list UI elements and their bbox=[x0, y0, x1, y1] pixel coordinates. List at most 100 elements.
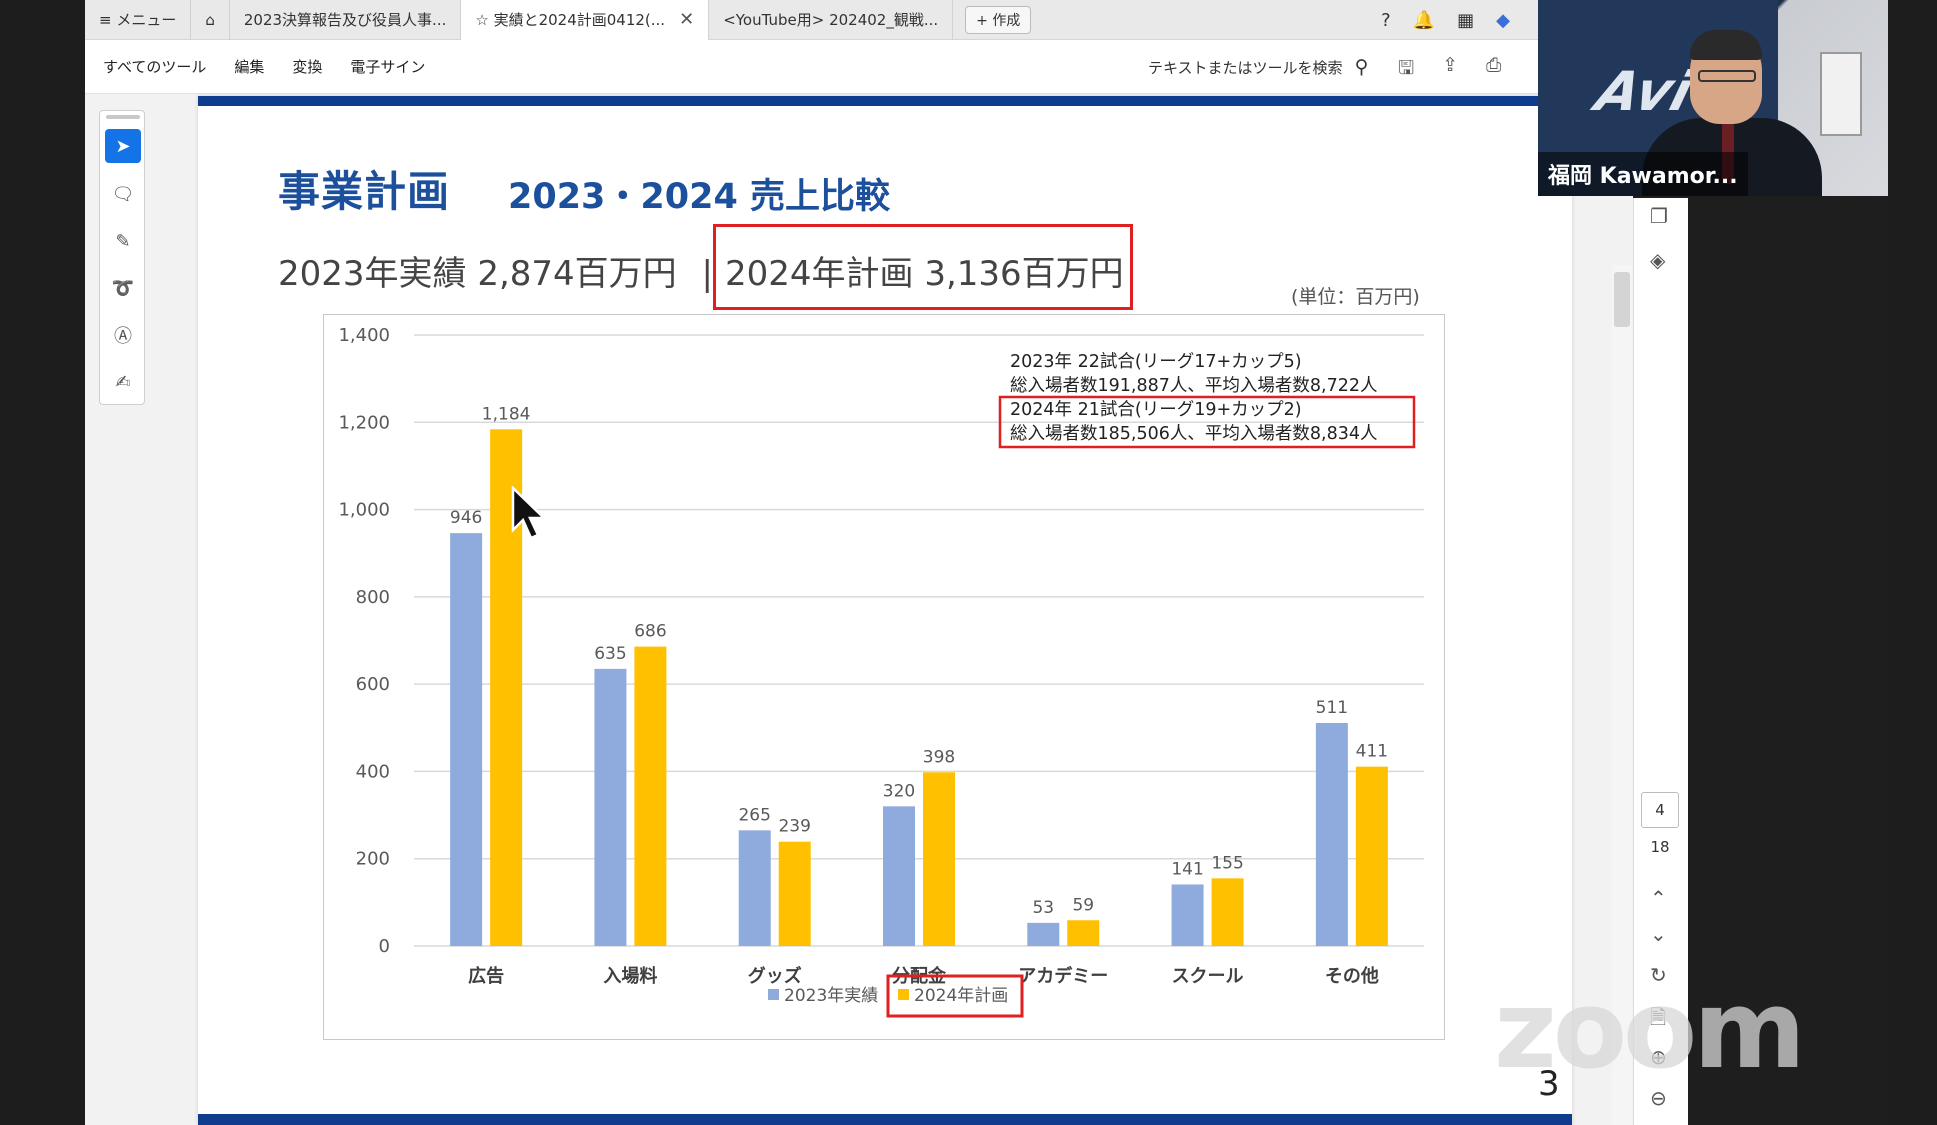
menu-esign[interactable]: 電子サイン bbox=[350, 58, 426, 76]
toolbar-drag-handle[interactable] bbox=[106, 115, 140, 119]
legend-swatch-2023 bbox=[768, 989, 779, 1000]
data-label: 320 bbox=[883, 781, 915, 801]
tab-label: <YouTube用> 202402_観戦... bbox=[723, 11, 939, 29]
file-actions: 🖫 ⇪ ⎙ bbox=[1398, 54, 1501, 86]
tab-label: ☆ 実績と2024計画0412(... bbox=[475, 11, 666, 29]
data-label: 946 bbox=[450, 508, 482, 528]
layers-icon[interactable]: ◈ bbox=[1650, 248, 1666, 272]
menu-tab-label: ≡ メニュー bbox=[99, 11, 177, 29]
bar-2024 bbox=[634, 646, 667, 946]
menu-tab[interactable]: ≡ メニュー bbox=[85, 0, 192, 40]
summary-plan: 2024年計画 3,136百万円 bbox=[725, 254, 1124, 294]
search-icon: ⚲ bbox=[1354, 56, 1369, 78]
tab-label: 2023決算報告及び役員人事... bbox=[243, 11, 447, 29]
team-emblem: Avi bbox=[1589, 60, 1700, 123]
y-tick-label: 200 bbox=[356, 849, 390, 870]
add-comment-icon[interactable]: 🗨 bbox=[111, 183, 135, 205]
legend-swatch-2024 bbox=[898, 989, 909, 1000]
page-subtitle: 2023・2024 売上比較 bbox=[508, 177, 891, 217]
home-tab[interactable]: ⌂ bbox=[191, 0, 230, 40]
bar-2023 bbox=[738, 830, 771, 946]
tab-bar: ≡ メニュー ⌂ 2023決算報告及び役員人事... ☆ 実績と2024計画04… bbox=[85, 0, 1538, 40]
y-tick-label: 0 bbox=[379, 936, 390, 957]
bar-2023 bbox=[1171, 884, 1204, 946]
revenue-bar-chart: 0 200 400 600 800 1,000 1,200 1,400 946 1,184 広告 63… bbox=[323, 314, 1445, 1040]
page-total: 18 bbox=[1650, 838, 1670, 856]
bar-2023 bbox=[450, 533, 483, 946]
y-tick-label: 1,200 bbox=[338, 412, 390, 433]
menu-edit[interactable]: 編集 bbox=[234, 58, 265, 76]
close-tab-icon[interactable]: ✕ bbox=[679, 9, 695, 30]
bar-2024 bbox=[778, 841, 811, 946]
x-category-label: グッズ bbox=[748, 965, 802, 987]
x-category-label: 入場料 bbox=[603, 965, 657, 987]
bell-icon[interactable]: 🔔 bbox=[1412, 9, 1436, 31]
bar-2023 bbox=[1315, 722, 1348, 946]
bar-2024 bbox=[1067, 920, 1100, 946]
save-icon[interactable]: 🖫 bbox=[1398, 57, 1415, 79]
speaker-hair-top bbox=[1690, 30, 1762, 60]
select-pointer-icon[interactable]: ➤ bbox=[105, 129, 141, 163]
participant-video[interactable]: Avi 福岡 Kawamor... bbox=[1538, 0, 1888, 196]
chevron-up-icon[interactable]: ⌃ bbox=[1650, 886, 1667, 910]
refresh-icon[interactable]: ↻ bbox=[1650, 963, 1667, 987]
create-button[interactable]: + 作成 bbox=[965, 5, 1032, 34]
help-icon[interactable]: ? bbox=[1381, 9, 1391, 31]
x-category-label: 広告 bbox=[468, 965, 504, 987]
annotation-text: 総入場者数185,506人、平均入場者数8,834人 bbox=[1010, 424, 1377, 444]
x-category-label: その他 bbox=[1325, 965, 1379, 987]
legend-label: 2023年実績 bbox=[784, 986, 878, 1006]
annotation-text: 2023年 22試合(リーグ17+カップ5) bbox=[1010, 352, 1302, 372]
scrollbar-track[interactable] bbox=[1612, 265, 1632, 1125]
bar-2024 bbox=[1211, 878, 1244, 946]
menu-bar: すべてのツール 編集 変換 電子サイン テキストまたはツールを検索 ⚲ 🖫 ⇪ … bbox=[85, 40, 1538, 94]
summary-actual-text: 2023年実績 2,874百万円 bbox=[278, 254, 677, 294]
y-tick-label: 800 bbox=[356, 587, 390, 608]
y-tick-label: 1,000 bbox=[338, 500, 390, 521]
copy-pages-icon[interactable]: ❐ bbox=[1650, 204, 1668, 228]
zoom-out-icon[interactable]: ⊖ bbox=[1650, 1086, 1667, 1110]
summary-actual: 2023年実績 2,874百万円 | bbox=[278, 246, 713, 295]
data-label: 635 bbox=[594, 644, 626, 664]
y-tick-label: 600 bbox=[356, 674, 390, 695]
bar-2023 bbox=[883, 806, 915, 946]
apps-grid-icon[interactable]: ▦ bbox=[1457, 9, 1475, 31]
legend-highlight-box bbox=[886, 974, 1024, 1018]
chart-svg: 0 200 400 600 800 1,000 1,200 1,400 946 1,184 広告 63… bbox=[338, 325, 1424, 1018]
draw-freehand-icon[interactable]: ➰ bbox=[111, 277, 135, 299]
profile-icon[interactable]: ◆ bbox=[1496, 9, 1510, 31]
scrollbar-thumb[interactable] bbox=[1614, 272, 1630, 327]
menu-convert[interactable]: 変換 bbox=[292, 58, 323, 76]
page-footer-bar bbox=[198, 1114, 1572, 1125]
data-label: 1,184 bbox=[482, 404, 531, 424]
print-icon[interactable]: ⎙ bbox=[1486, 54, 1502, 76]
text-box-icon[interactable]: Ⓐ bbox=[114, 326, 132, 347]
highlight-pen-icon[interactable]: ✎ bbox=[115, 230, 131, 252]
bar-2023 bbox=[1027, 922, 1060, 946]
data-label: 511 bbox=[1316, 698, 1348, 718]
tab-youtube[interactable]: <YouTube用> 202402_観戦... bbox=[709, 0, 954, 40]
page-number-input[interactable]: 4 bbox=[1641, 792, 1679, 828]
zoom-watermark: zoom bbox=[1494, 968, 1806, 1093]
right-border bbox=[1888, 0, 1937, 1125]
chevron-down-icon[interactable]: ⌄ bbox=[1650, 922, 1667, 946]
home-icon: ⌂ bbox=[205, 10, 215, 29]
data-label: 398 bbox=[923, 747, 955, 767]
tool-search[interactable]: テキストまたはツールを検索 ⚲ bbox=[1148, 56, 1368, 78]
bar-2024 bbox=[923, 772, 955, 946]
zoom-in-icon[interactable]: ⊕ bbox=[1650, 1045, 1667, 1069]
tab-settlement-report[interactable]: 2023決算報告及び役員人事... bbox=[230, 0, 462, 40]
unit-label: (単位：百万円) bbox=[1291, 286, 1420, 308]
annotation-highlight-box bbox=[998, 395, 1416, 449]
tab-plan-2024[interactable]: ☆ 実績と2024計画0412(... ✕ bbox=[461, 0, 710, 40]
x-category-label: スクール bbox=[1172, 966, 1244, 987]
upload-cloud-icon[interactable]: ⇪ bbox=[1442, 54, 1459, 76]
page-extract-icon[interactable]: 🗎 bbox=[1650, 1005, 1667, 1029]
sign-icon[interactable]: ✍ bbox=[115, 371, 131, 393]
data-label: 239 bbox=[778, 817, 810, 837]
speaker-glasses bbox=[1698, 70, 1756, 82]
data-label: 141 bbox=[1171, 859, 1203, 879]
wall-poster bbox=[1820, 52, 1862, 136]
menu-all-tools[interactable]: すべてのツール bbox=[103, 58, 207, 76]
